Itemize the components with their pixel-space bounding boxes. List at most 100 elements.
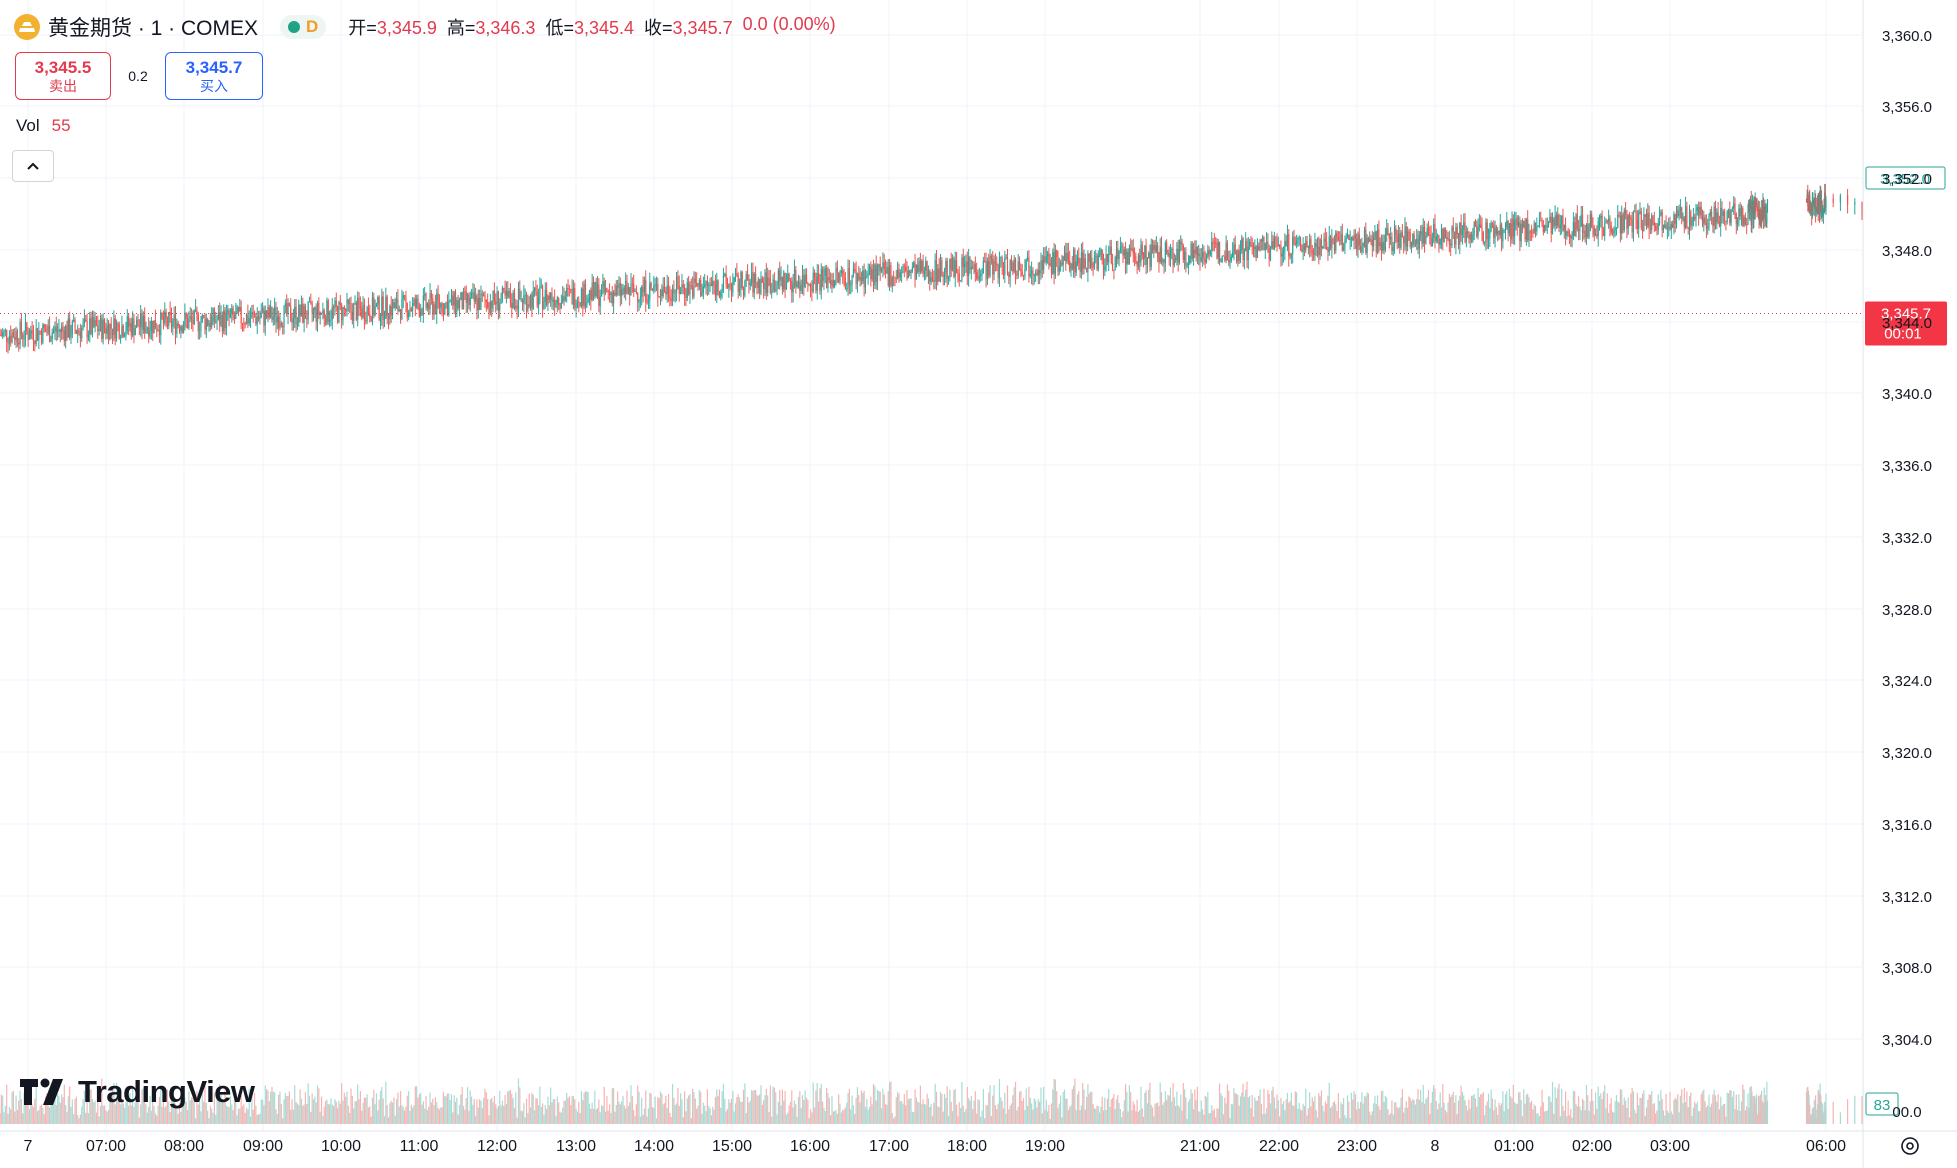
- candle-body: [895, 278, 897, 280]
- candle-body: [1337, 236, 1339, 241]
- volume-bar: [728, 1099, 730, 1124]
- volume-bar: [95, 1112, 98, 1124]
- volume-bar: [1249, 1095, 1251, 1124]
- volume-bar: [1088, 1093, 1090, 1124]
- candle-body: [1678, 210, 1680, 217]
- volume-bar: [1181, 1110, 1183, 1124]
- chart-settings-button[interactable]: [1895, 1131, 1925, 1161]
- symbol-title[interactable]: 黄金期货 · 1 · COMEX: [48, 17, 259, 40]
- volume-bar: [1167, 1094, 1169, 1124]
- volume-bar: [394, 1115, 396, 1124]
- candle-body: [645, 279, 647, 303]
- volume-bar: [59, 1102, 61, 1124]
- volume-bar: [890, 1081, 892, 1124]
- candle-body: [1563, 224, 1565, 231]
- volume-bar: [1570, 1108, 1572, 1124]
- volume-bar: [32, 1107, 35, 1124]
- candle-body: [1666, 228, 1668, 230]
- volume-bar: [456, 1097, 458, 1124]
- volume-bar: [1121, 1117, 1123, 1124]
- candle-body: [1712, 217, 1714, 226]
- candle-body: [1822, 213, 1824, 215]
- volume-bar: [1401, 1089, 1403, 1124]
- volume-bar: [1053, 1078, 1055, 1124]
- candle-body: [1345, 238, 1347, 241]
- volume-bar: [1160, 1092, 1163, 1124]
- volume-bar: [551, 1102, 553, 1124]
- volume-bar: [1245, 1089, 1247, 1124]
- time-tick-label: 21:00: [1180, 1138, 1220, 1155]
- volume-bar: [448, 1093, 450, 1124]
- volume-bar: [1722, 1104, 1724, 1124]
- candle-body: [14, 337, 16, 341]
- candle-body: [357, 298, 359, 320]
- volume-bar: [1238, 1105, 1240, 1124]
- volume-bar: [812, 1082, 814, 1124]
- candle-body: [1634, 211, 1636, 213]
- volume-bar: [275, 1109, 277, 1124]
- volume-bar: [1316, 1117, 1319, 1124]
- candle-body: [184, 313, 186, 327]
- volume-bar: [860, 1090, 863, 1124]
- candle-body: [876, 266, 879, 283]
- candle-body: [402, 295, 404, 299]
- candle-body: [982, 260, 984, 274]
- candle-body: [657, 284, 659, 297]
- gear-icon: [1901, 1137, 1919, 1155]
- tradingview-logo[interactable]: TradingView: [20, 1074, 255, 1110]
- volume-bar: [690, 1118, 692, 1124]
- candle-body: [177, 323, 179, 326]
- volume-bar: [1763, 1102, 1765, 1124]
- sell-button[interactable]: 3,345.5 卖出: [15, 52, 111, 100]
- candle-body: [1574, 222, 1576, 236]
- candle-body: [1758, 216, 1760, 221]
- candle-body: [803, 275, 805, 288]
- volume-bar: [35, 1085, 37, 1124]
- volume-bar: [839, 1103, 841, 1124]
- volume-bar: [883, 1094, 885, 1124]
- candle-body: [341, 304, 343, 321]
- volume-legend[interactable]: Vol 55: [16, 116, 71, 136]
- volume-bar: [82, 1099, 84, 1124]
- candle-body: [1468, 234, 1470, 240]
- volume-bar: [1635, 1113, 1637, 1124]
- volume-bar: [12, 1090, 14, 1124]
- volume-bar: [1448, 1093, 1450, 1124]
- candle-body: [1039, 270, 1041, 274]
- candle-body: [1296, 240, 1298, 245]
- volume-bar: [1581, 1098, 1584, 1124]
- volume-bar: [626, 1090, 628, 1124]
- candle-body: [1150, 244, 1152, 267]
- collapse-legend-button[interactable]: [12, 150, 54, 182]
- volume-bar: [386, 1105, 388, 1124]
- candle-body: [1439, 238, 1441, 245]
- candle-body: [82, 323, 84, 329]
- market-status-pill[interactable]: D: [280, 15, 327, 39]
- volume-bar: [1119, 1109, 1121, 1124]
- candle-body: [1045, 256, 1047, 263]
- candle-body: [1486, 222, 1488, 240]
- price-tick-label: 3,304.0: [1882, 1032, 1932, 1049]
- candle-body: [941, 260, 943, 276]
- volume-bar: [1233, 1088, 1235, 1124]
- candle-body: [1070, 263, 1072, 271]
- volume-bar: [705, 1111, 707, 1124]
- buy-button[interactable]: 3,345.7 买入: [165, 52, 263, 100]
- candle-body: [1631, 219, 1633, 233]
- candle-body: [311, 303, 313, 313]
- candle-body: [1323, 238, 1325, 247]
- volume-bar: [1218, 1083, 1221, 1124]
- volume-bar: [1477, 1088, 1479, 1124]
- tradingview-wordmark: TradingView: [78, 1074, 255, 1109]
- candle-body: [1559, 224, 1561, 228]
- candle-body: [390, 305, 392, 316]
- volume-bar: [1345, 1118, 1347, 1124]
- volume-bar: [1854, 1095, 1856, 1124]
- volume-bar: [868, 1107, 871, 1124]
- candle-body: [1226, 242, 1229, 261]
- candle-body: [1653, 222, 1655, 227]
- candle-body: [1703, 217, 1705, 225]
- volume-bar: [1264, 1113, 1266, 1124]
- candle-body: [1614, 228, 1616, 230]
